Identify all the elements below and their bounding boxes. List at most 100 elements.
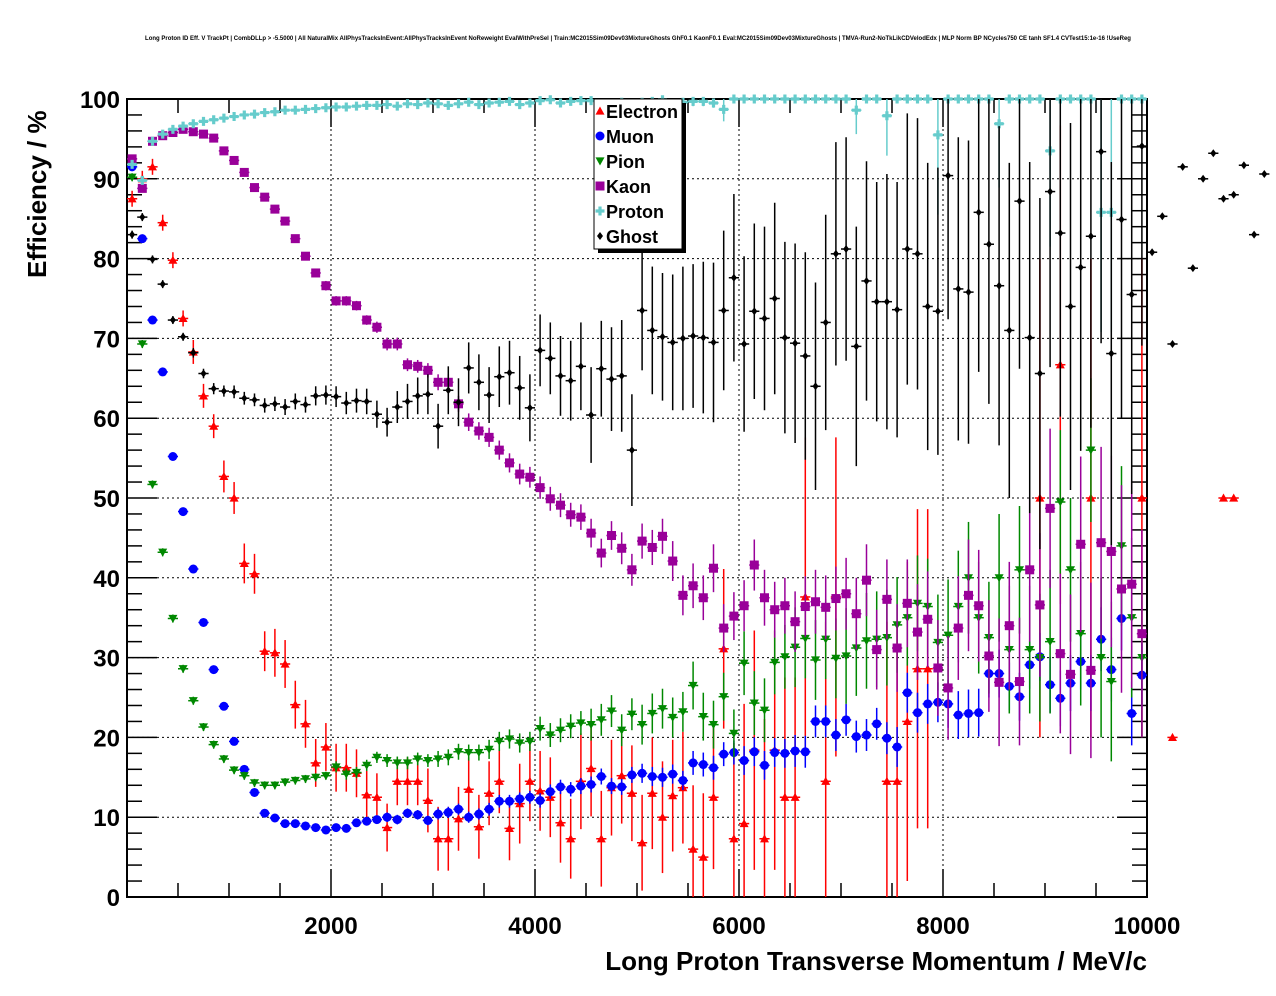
data-point-ghost xyxy=(1036,369,1043,378)
data-point-pion xyxy=(943,631,953,640)
data-point-muon xyxy=(199,617,208,627)
data-point-ghost xyxy=(180,332,187,341)
data-point-muon xyxy=(688,758,698,768)
data-point-ghost xyxy=(730,273,737,282)
data-point-kaon xyxy=(229,155,239,165)
data-point-kaon xyxy=(1004,621,1014,631)
data-point-electron xyxy=(556,818,565,827)
y-tick-label: 20 xyxy=(93,725,120,752)
data-point-kaon xyxy=(617,543,627,553)
data-point-pion xyxy=(219,755,229,764)
data-point-ghost xyxy=(1067,302,1074,311)
data-point-proton xyxy=(821,94,831,104)
data-point-muon xyxy=(678,775,688,785)
data-point-electron xyxy=(586,764,596,773)
data-point-kaon xyxy=(362,315,372,325)
data-point-ghost xyxy=(608,375,615,384)
data-point-ghost xyxy=(853,342,860,351)
data-point-ghost xyxy=(373,410,380,419)
data-point-ghost xyxy=(1098,147,1105,156)
data-point-electron xyxy=(780,792,790,801)
data-point-electron xyxy=(148,162,157,171)
data-point-pion xyxy=(749,699,759,708)
data-point-proton xyxy=(158,129,168,139)
data-point-pion xyxy=(352,768,361,778)
data-point-ghost xyxy=(486,391,493,400)
data-point-muon xyxy=(637,768,647,778)
data-point-kaon xyxy=(964,590,973,600)
data-point-proton xyxy=(392,101,402,111)
data-point-pion xyxy=(729,729,739,738)
data-point-proton xyxy=(545,95,555,105)
data-point-muon xyxy=(331,823,341,833)
data-point-ghost xyxy=(751,307,758,316)
data-point-ghost xyxy=(506,368,513,377)
data-point-pion xyxy=(739,659,749,668)
data-point-pion xyxy=(372,753,382,762)
data-point-muon xyxy=(515,794,525,804)
data-point-kaon xyxy=(403,360,412,370)
data-point-kaon xyxy=(729,611,739,621)
data-point-kaon xyxy=(1045,503,1055,513)
data-point-pion xyxy=(158,548,168,557)
data-point-kaon xyxy=(556,500,565,510)
data-point-kaon xyxy=(301,251,310,261)
data-point-proton xyxy=(902,94,912,104)
data-point-kaon xyxy=(719,623,729,633)
data-point-ghost xyxy=(1189,264,1196,273)
data-point-kaon xyxy=(505,458,514,468)
data-point-kaon xyxy=(862,575,871,585)
legend-box xyxy=(593,98,683,250)
data-point-kaon xyxy=(637,536,647,546)
data-point-proton xyxy=(800,94,810,104)
data-point-proton xyxy=(515,100,525,110)
data-point-pion xyxy=(168,614,178,623)
data-point-ghost xyxy=(1240,161,1247,170)
data-point-ghost xyxy=(1016,197,1023,206)
data-point-kaon xyxy=(658,531,667,541)
data-point-kaon xyxy=(984,651,994,661)
legend-label: Electron xyxy=(606,102,678,122)
data-point-pion xyxy=(362,761,372,770)
data-point-ghost xyxy=(557,371,564,380)
data-point-ghost xyxy=(700,333,707,342)
data-point-kaon xyxy=(270,204,280,214)
data-point-muon xyxy=(790,746,800,756)
data-point-kaon xyxy=(321,281,331,291)
data-point-ghost xyxy=(1230,190,1237,199)
legend-marker-muon xyxy=(595,131,605,141)
data-point-electron xyxy=(739,819,749,828)
data-point-muon xyxy=(148,315,157,325)
data-point-kaon xyxy=(1066,669,1075,679)
data-point-ghost xyxy=(812,382,819,391)
data-point-ghost xyxy=(282,403,289,412)
data-point-ghost xyxy=(210,384,217,393)
data-point-electron xyxy=(688,844,698,853)
data-point-muon xyxy=(831,730,841,740)
data-point-ghost xyxy=(271,399,278,408)
data-point-electron xyxy=(443,834,453,843)
data-point-muon xyxy=(739,756,749,766)
data-point-proton xyxy=(556,98,566,108)
data-point-kaon xyxy=(811,597,820,607)
data-point-pion xyxy=(270,781,280,790)
data-point-ghost xyxy=(455,398,462,407)
data-point-pion xyxy=(607,707,616,716)
data-point-proton xyxy=(719,104,729,114)
data-point-pion xyxy=(525,737,535,746)
data-point-proton xyxy=(760,94,770,104)
data-point-electron xyxy=(474,822,484,831)
data-point-kaon xyxy=(698,593,708,603)
data-point-proton xyxy=(923,94,933,104)
data-point-ghost xyxy=(159,280,166,289)
data-point-pion xyxy=(545,731,555,740)
data-point-proton xyxy=(464,97,474,107)
y-tick-label: 50 xyxy=(93,486,120,513)
x-tick-label: 4000 xyxy=(508,913,561,940)
data-point-proton xyxy=(199,116,208,126)
data-point-proton xyxy=(1035,94,1045,104)
data-point-ghost xyxy=(1026,333,1033,342)
data-point-proton xyxy=(566,96,576,106)
data-point-muon xyxy=(321,825,331,835)
